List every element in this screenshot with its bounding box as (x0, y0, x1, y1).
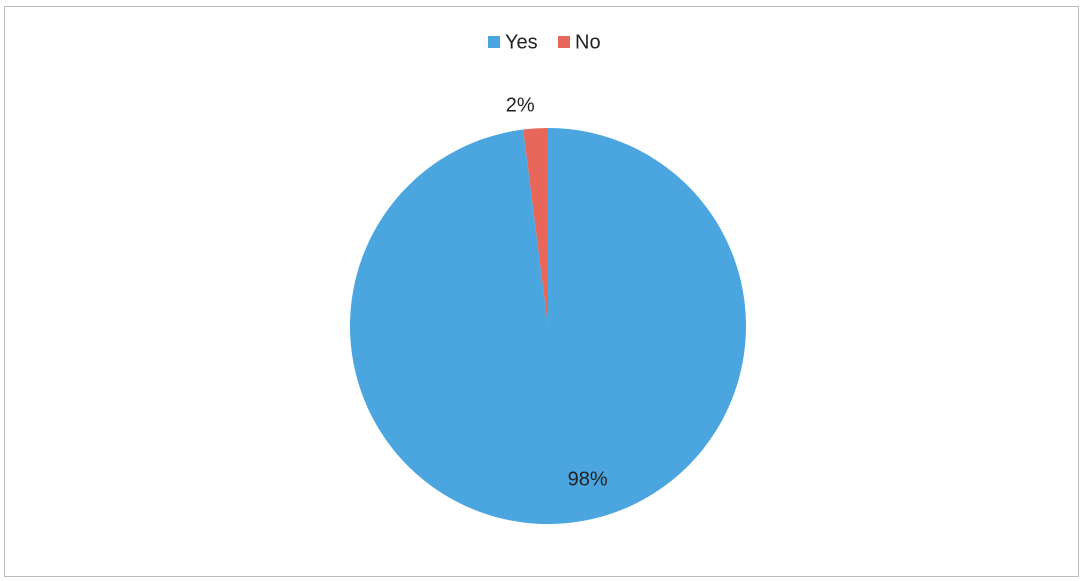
pie: 98% 2% (350, 95, 746, 524)
legend-swatch (488, 36, 500, 48)
data-label: 98% (568, 468, 608, 490)
legend-label: Yes (505, 31, 538, 53)
pie-slice (523, 128, 548, 326)
data-label: 2% (506, 95, 535, 117)
legend-label: No (575, 31, 601, 53)
legend-swatch (558, 36, 570, 48)
legend: Yes No (488, 31, 601, 53)
